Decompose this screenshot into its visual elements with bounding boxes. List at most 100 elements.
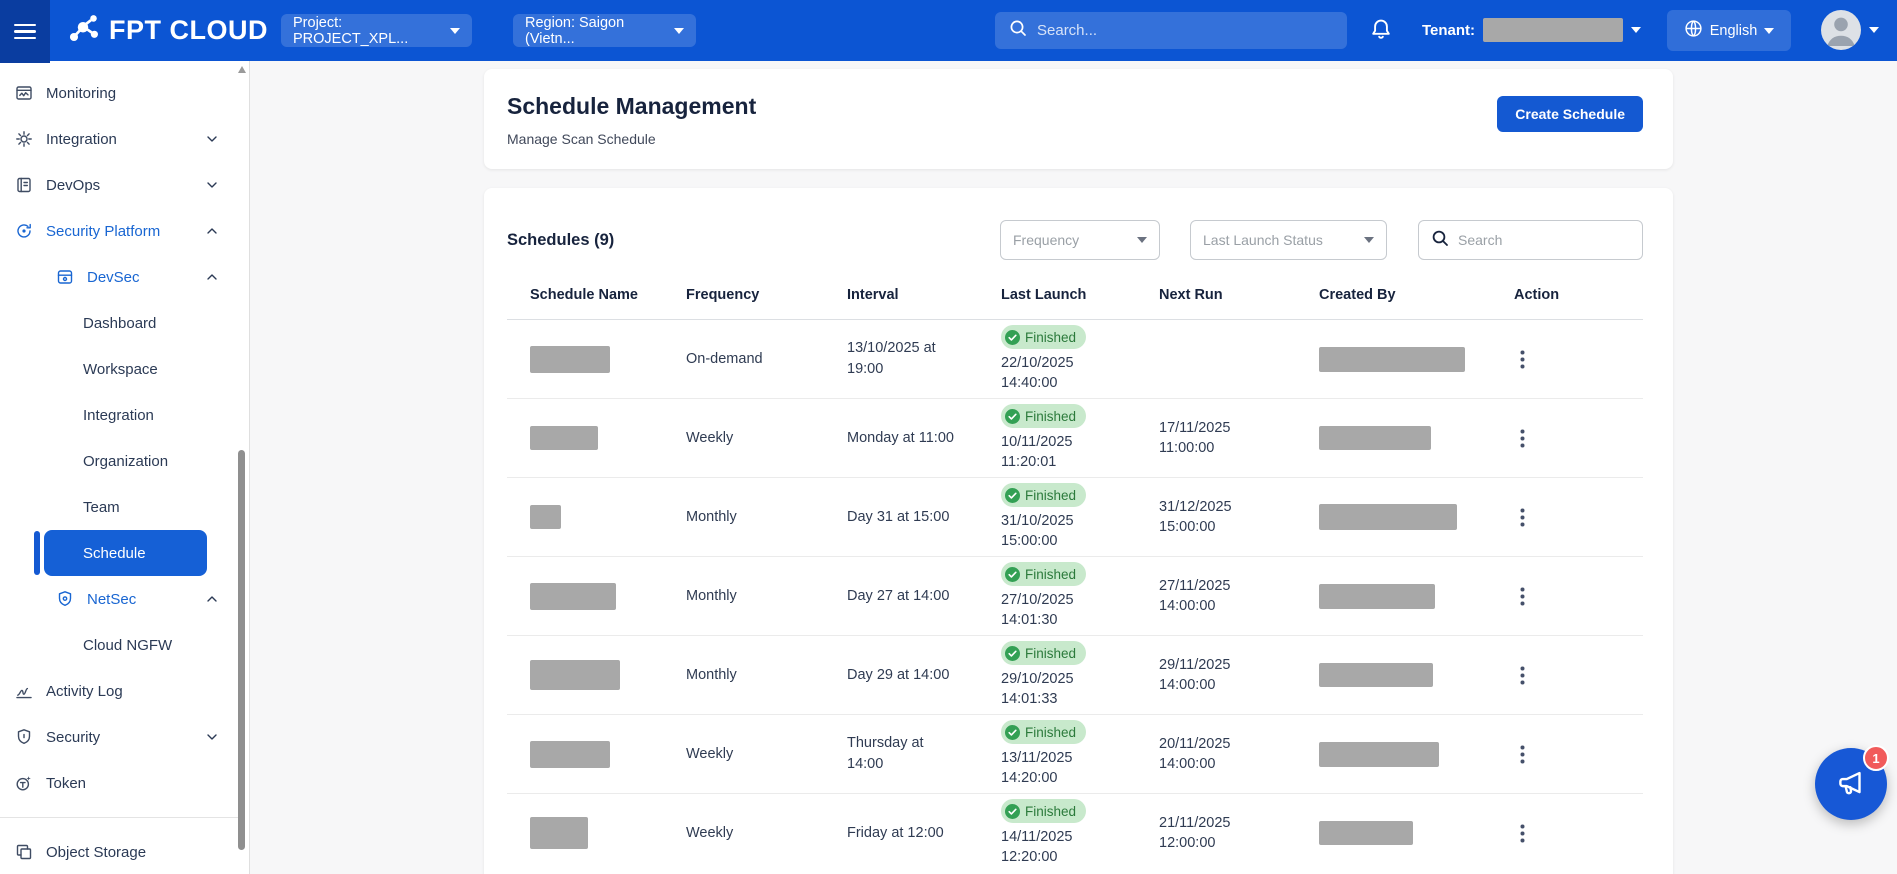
redacted-schedule-name (530, 660, 620, 690)
sidebar-item-integration[interactable]: Integration (0, 116, 249, 162)
chevron-down-icon (1869, 27, 1879, 33)
global-search-input[interactable] (1037, 22, 1317, 39)
sidebar-item-devops[interactable]: DevOps (0, 162, 249, 208)
check-icon (1005, 725, 1020, 740)
column-header-action: Action (1514, 260, 1643, 320)
redacted-schedule-name (530, 346, 610, 373)
schedules-table: Schedule Name Frequency Interval Last La… (507, 260, 1643, 873)
fpt-cloud-logo: FPT CLOUD (66, 0, 268, 61)
table-toolbar: Schedules (9) Frequency Last Launch Stat… (484, 188, 1673, 260)
tenant-selector[interactable]: Tenant: (1422, 14, 1641, 46)
next-run-cell: 20/11/2025 14:00:00 (1159, 715, 1319, 794)
sidebar-item-schedule[interactable]: Schedule (44, 530, 207, 576)
row-actions-menu-button[interactable] (1514, 662, 1531, 689)
sidebar-item-label: Security Platform (46, 223, 160, 240)
language-selector[interactable]: English (1667, 10, 1791, 51)
next-run-cell (1159, 320, 1319, 399)
chevron-down-icon (1631, 27, 1641, 33)
sidebar-item-activity-log[interactable]: Activity Log (0, 668, 249, 714)
status-badge: Finished (1001, 562, 1086, 586)
project-selector[interactable]: Project: PROJECT_XPL... (281, 14, 472, 47)
redacted-created-by (1319, 426, 1431, 450)
last-launch-cell: Finished 31/10/2025 15:00:00 (1001, 478, 1159, 557)
row-actions-menu-button[interactable] (1514, 504, 1531, 531)
column-header-interval: Interval (847, 260, 1001, 320)
sidebar: Monitoring Integration DevOps Security P… (0, 61, 250, 874)
status-badge: Finished (1001, 404, 1086, 428)
status-badge: Finished (1001, 325, 1086, 349)
interval-cell: Thursday at 14:00 (847, 733, 961, 775)
row-actions-menu-button[interactable] (1514, 583, 1531, 610)
interval-cell: 13/10/2025 at 19:00 (847, 338, 961, 380)
chevron-up-icon (203, 222, 221, 240)
user-menu[interactable] (1821, 10, 1879, 50)
column-header-created-by: Created By (1319, 260, 1514, 320)
row-actions-menu-button[interactable] (1514, 741, 1531, 768)
sidebar-item-token[interactable]: Token (0, 760, 249, 806)
sidebar-item-label: Security (46, 729, 100, 746)
sidebar-item-organization[interactable]: Organization (0, 438, 249, 484)
scrollbar-thumb[interactable] (238, 450, 245, 850)
frequency-filter-select[interactable]: Frequency (1000, 220, 1160, 260)
sidebar-item-object-storage[interactable]: Object Storage (0, 829, 249, 874)
row-actions-menu-button[interactable] (1514, 425, 1531, 452)
redacted-schedule-name (530, 505, 561, 529)
tenant-label: Tenant: (1422, 22, 1475, 39)
next-run-cell: 17/11/2025 11:00:00 (1159, 399, 1319, 478)
next-run-cell: 27/11/2025 14:00:00 (1159, 557, 1319, 636)
global-search (995, 12, 1347, 49)
sidebar-item-label: NetSec (87, 591, 136, 608)
announcements-fab-button[interactable]: 1 (1815, 748, 1887, 820)
language-label: English (1710, 23, 1758, 39)
sidebar-item-cloud-ngfw[interactable]: Cloud NGFW (0, 622, 249, 668)
redacted-schedule-name (530, 583, 616, 610)
sidebar-item-workspace[interactable]: Workspace (0, 346, 249, 392)
column-header-schedule-name: Schedule Name (507, 260, 686, 320)
hamburger-icon (14, 20, 36, 44)
chevron-down-icon (674, 28, 684, 34)
integration-icon (15, 130, 33, 148)
chevron-down-icon (1764, 28, 1774, 34)
frequency-cell: Monthly (686, 636, 847, 715)
menu-toggle-button[interactable] (0, 0, 50, 63)
column-header-next-run: Next Run (1159, 260, 1319, 320)
sidebar-item-label: Token (46, 775, 86, 792)
created-by-cell (1319, 478, 1514, 557)
check-icon (1005, 409, 1020, 424)
sidebar-item-security[interactable]: Security (0, 714, 249, 760)
sidebar-item-security-platform[interactable]: Security Platform (0, 208, 249, 254)
redacted-created-by (1319, 347, 1465, 372)
notifications-button[interactable] (1368, 17, 1396, 45)
frequency-cell: Weekly (686, 399, 847, 478)
sidebar-item-integration[interactable]: Integration (0, 392, 249, 438)
sidebar-item-team[interactable]: Team (0, 484, 249, 530)
region-selector[interactable]: Region: Saigon (Vietn... (513, 14, 696, 47)
sidebar-item-label: Integration (46, 131, 117, 148)
created-by-cell (1319, 320, 1514, 399)
chevron-down-icon (1137, 237, 1147, 243)
chevron-down-icon (203, 176, 221, 194)
row-actions-menu-button[interactable] (1514, 820, 1531, 847)
page-subtitle: Manage Scan Schedule (507, 131, 756, 147)
sidebar-item-label: Object Storage (46, 844, 146, 861)
row-actions-menu-button[interactable] (1514, 346, 1531, 373)
interval-cell: Day 29 at 14:00 (847, 665, 961, 686)
last-launch-status-filter-select[interactable]: Last Launch Status (1190, 220, 1387, 260)
chevron-down-icon (203, 728, 221, 746)
sidebar-item-dashboard[interactable]: Dashboard (0, 300, 249, 346)
scrollbar-up-arrow[interactable] (238, 66, 246, 73)
last-launch-cell: Finished 14/11/2025 12:20:00 (1001, 794, 1159, 873)
sidebar-item-label: DevOps (46, 177, 100, 194)
column-header-frequency: Frequency (686, 260, 847, 320)
bell-icon (1368, 30, 1394, 47)
table-search-input[interactable] (1458, 232, 1618, 248)
check-icon (1005, 646, 1020, 661)
sidebar-item-label: Organization (83, 453, 168, 470)
sidebar-item-netsec[interactable]: NetSec (0, 576, 249, 622)
redacted-schedule-name (530, 426, 598, 450)
frequency-cell: Weekly (686, 794, 847, 873)
sidebar-item-monitoring[interactable]: Monitoring (0, 70, 249, 116)
frequency-cell: Monthly (686, 557, 847, 636)
sidebar-item-devsec[interactable]: DevSec (0, 254, 249, 300)
create-schedule-button[interactable]: Create Schedule (1497, 96, 1643, 132)
